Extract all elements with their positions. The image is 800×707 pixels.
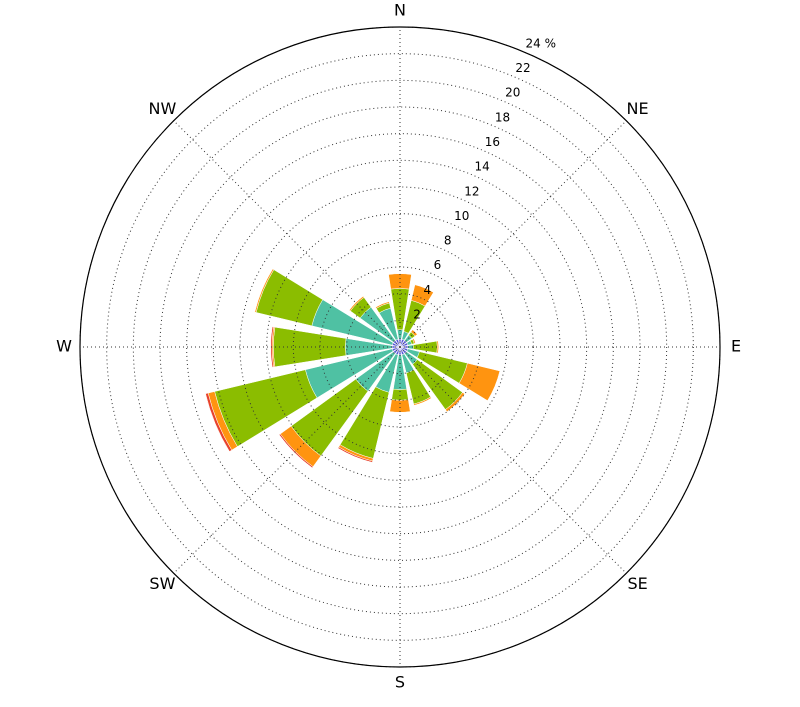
r-tick-label: 22 <box>515 61 530 75</box>
wedge <box>410 284 434 307</box>
direction-label: SE <box>627 574 647 593</box>
wedge <box>412 338 416 344</box>
grid-circle <box>132 79 668 615</box>
grid-radial <box>173 120 401 348</box>
wedge <box>458 362 501 401</box>
r-tick-label: 24 % <box>526 36 557 50</box>
direction-label: E <box>731 337 741 356</box>
grid-radial <box>173 346 401 574</box>
direction-label: S <box>395 673 405 692</box>
wedge <box>375 301 390 309</box>
grid-circle <box>186 133 614 561</box>
wedge <box>445 392 466 413</box>
r-tick-label: 8 <box>444 234 452 248</box>
direction-label: N <box>394 1 406 20</box>
wedge <box>348 295 365 312</box>
wedge <box>389 399 411 413</box>
direction-label: SW <box>149 574 175 593</box>
wedge <box>391 388 409 401</box>
r-tick-label: 18 <box>495 110 510 124</box>
r-tick-label: 2 <box>413 307 421 321</box>
r-tick-label: 20 <box>505 86 520 100</box>
direction-label: NE <box>627 99 649 118</box>
direction-label: NW <box>149 99 177 118</box>
wedge <box>337 446 373 463</box>
r-tick-label: 14 <box>474 160 489 174</box>
r-tick-label: 12 <box>464 184 479 198</box>
grid-circle <box>372 319 428 375</box>
wedge <box>205 392 233 452</box>
outer-frame <box>79 26 721 668</box>
grid-circle <box>106 53 694 641</box>
wedge <box>254 268 275 313</box>
r-tick-label: 16 <box>485 135 500 149</box>
r-tick-label: 6 <box>434 258 442 272</box>
grid-circle <box>292 239 508 455</box>
wedge <box>388 273 412 290</box>
wedge <box>410 329 418 337</box>
grid-radial <box>399 346 627 574</box>
wedge <box>255 269 324 327</box>
wedge <box>270 326 274 368</box>
r-tick-label: 4 <box>423 283 431 297</box>
grid-circle <box>346 293 454 401</box>
grid-radial <box>399 120 627 348</box>
grid-circle <box>212 159 588 535</box>
wedge <box>278 433 314 469</box>
direction-label: W <box>56 337 72 356</box>
wedge <box>436 340 439 354</box>
grid-circle <box>266 213 534 481</box>
wedge <box>413 396 432 406</box>
r-tick-label: 10 <box>454 209 469 223</box>
